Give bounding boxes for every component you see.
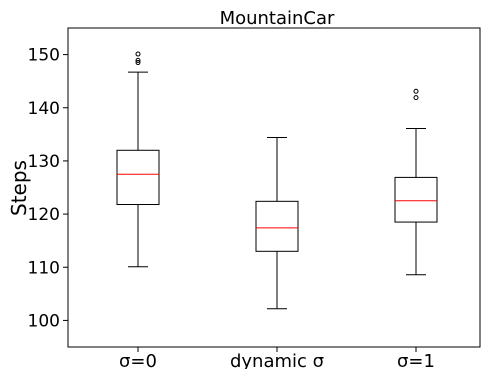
box-group	[394, 88, 438, 276]
iqr-box	[116, 149, 160, 206]
outlier-point	[135, 57, 141, 63]
y-tick-label: 100	[28, 311, 60, 331]
x-tick-label: dynamic σ	[230, 351, 324, 369]
outlier-point	[135, 51, 141, 57]
x-tick-label: σ=1	[397, 351, 435, 369]
box-series	[116, 51, 438, 310]
outlier-point	[135, 60, 141, 66]
y-tick-label: 110	[28, 258, 60, 278]
box-group	[116, 51, 160, 268]
y-tick-label: 120	[28, 205, 60, 225]
outlier-point	[413, 95, 419, 101]
plot-frame	[67, 27, 481, 348]
iqr-box	[394, 176, 438, 223]
y-tick-label: 150	[28, 46, 60, 66]
iqr-box	[255, 200, 299, 252]
y-axis-label: Steps	[7, 160, 31, 216]
x-axis-ticks: σ=0 dynamic σ σ=1	[119, 347, 435, 369]
y-tick-label: 130	[28, 152, 60, 172]
y-tick-label: 140	[28, 99, 60, 119]
y-axis-ticks: 100 110 120 130 140 150	[28, 46, 68, 331]
chart-title: MountainCar	[220, 8, 335, 29]
box-group	[255, 137, 299, 310]
outlier-point	[413, 88, 419, 94]
x-tick-label: σ=0	[119, 351, 157, 369]
